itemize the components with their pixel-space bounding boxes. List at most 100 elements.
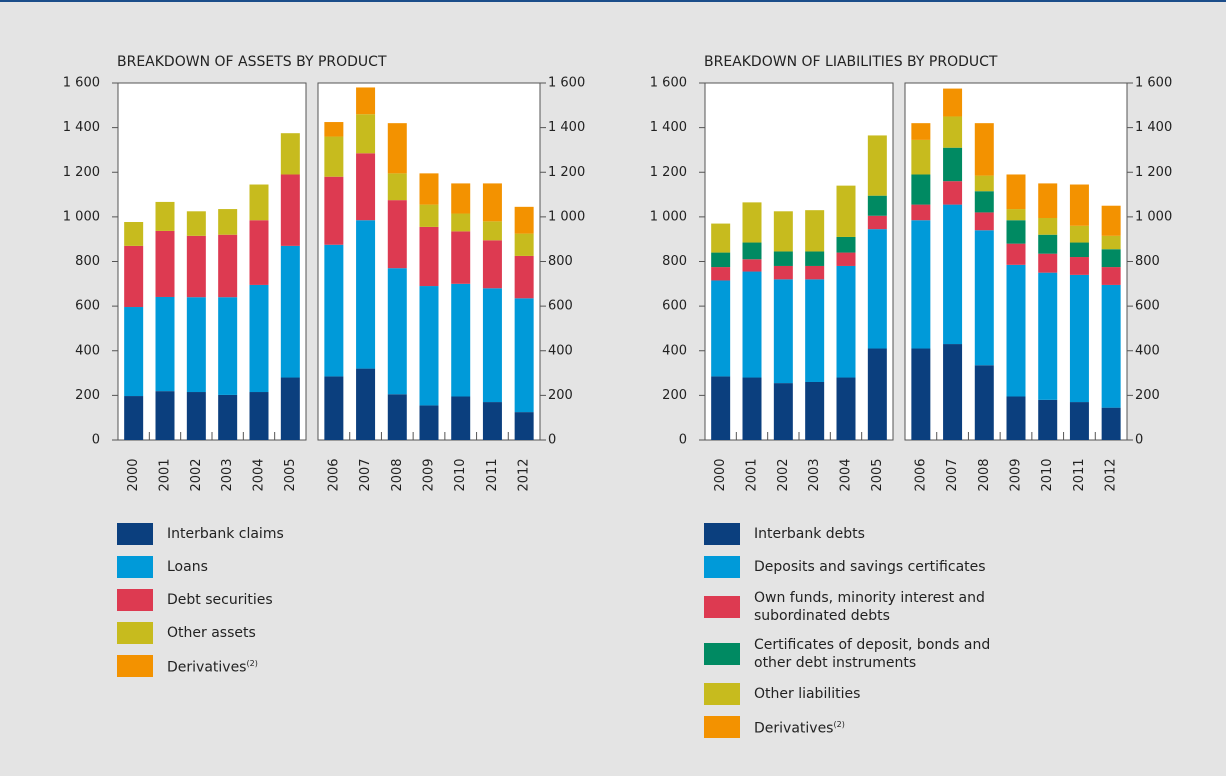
x-tick-label: 2012 <box>517 458 532 491</box>
x-tick-label: 2000 <box>713 458 728 491</box>
bar-segment <box>387 123 407 174</box>
bar-segment <box>1006 264 1026 397</box>
bar-segment <box>514 233 534 256</box>
legend-label: Other liabilities <box>754 685 994 703</box>
legend-item: Other liabilities <box>704 683 1004 705</box>
bar-segment <box>482 221 502 241</box>
y2-tick-label: 1 000 <box>548 209 585 224</box>
y-tick-label: 400 <box>662 343 687 358</box>
bar-segment <box>974 123 994 176</box>
bar-segment <box>773 383 793 440</box>
x-tick-label: 2011 <box>485 458 500 491</box>
bar-segment <box>186 392 206 440</box>
bar-segment <box>218 297 238 395</box>
legend-label: Other assets <box>167 624 407 642</box>
y2-tick-label: 1 400 <box>548 120 585 135</box>
legend-text: Interbank claims <box>167 526 284 542</box>
bar-segment <box>773 279 793 384</box>
bar-segment <box>419 226 439 287</box>
legend-text: Other liabilities <box>754 686 861 702</box>
bar-segment <box>514 298 534 413</box>
legend-swatch <box>117 556 153 578</box>
y-tick-label: 1 200 <box>63 165 100 180</box>
x-tick-label: 2010 <box>453 458 468 491</box>
bar-segment <box>1101 407 1121 440</box>
legend-text: Derivatives <box>754 720 834 737</box>
y-tick-label: 1 000 <box>63 209 100 224</box>
y-tick-label: 1 600 <box>650 76 687 91</box>
bar-segment <box>1006 209 1026 221</box>
y2-tick-label: 600 <box>548 299 573 314</box>
y2-tick-label: 200 <box>1135 388 1160 403</box>
bar-segment <box>1069 184 1089 226</box>
y2-tick-label: 1 200 <box>548 165 585 180</box>
bar-segment <box>1038 183 1058 218</box>
legend-item: Derivatives(2) <box>117 655 417 677</box>
y2-tick-label: 1 600 <box>1135 76 1172 91</box>
bar-segment <box>805 210 825 252</box>
legend-text: Other assets <box>167 625 256 641</box>
legend-label: Loans <box>167 558 407 576</box>
y2-tick-label: 800 <box>548 254 573 269</box>
legend-label: Deposits and savings certificates <box>754 558 994 576</box>
bar-segment <box>155 391 175 440</box>
bar-segment <box>773 265 793 280</box>
y2-tick-label: 200 <box>548 388 573 403</box>
x-tick-label: 2009 <box>1009 458 1024 491</box>
y2-tick-label: 1 600 <box>548 76 585 91</box>
bar-segment <box>742 242 762 260</box>
bar-segment <box>1101 249 1121 268</box>
legend-footnote: (2) <box>833 720 845 730</box>
bar-segment <box>836 265 856 378</box>
bar-segment <box>974 212 994 231</box>
bar-segment <box>1101 284 1121 408</box>
bar-segment <box>974 230 994 366</box>
bar-segment <box>711 267 731 281</box>
bar-segment <box>742 271 762 378</box>
bar-segment <box>280 174 300 246</box>
bar-segment <box>451 231 471 284</box>
bar-segment <box>324 122 344 137</box>
legend: Interbank claims Loans Debt securities Othe… <box>117 523 417 677</box>
x-tick-label: 2002 <box>189 458 204 491</box>
legend-text: Loans <box>167 559 208 575</box>
bar-segment <box>1101 267 1121 285</box>
y2-tick-label: 0 <box>548 433 556 448</box>
legend-label: Interbank debts <box>754 525 994 543</box>
bar-segment <box>124 222 144 246</box>
bar-segment <box>974 175 994 192</box>
bar-segment <box>836 377 856 440</box>
bar-segment <box>911 123 931 140</box>
y-tick-label: 600 <box>75 299 100 314</box>
legend-label: Own funds, minority interest and subordi… <box>754 589 994 625</box>
bar-segment <box>943 88 963 117</box>
bar-segment <box>1006 243 1026 265</box>
y-tick-label: 200 <box>662 388 687 403</box>
y-tick-label: 0 <box>92 433 100 448</box>
panel <box>117 82 307 441</box>
x-tick-label: 2008 <box>977 458 992 491</box>
bar-segment <box>356 87 376 115</box>
x-tick-label: 2006 <box>913 458 928 491</box>
legend-swatch <box>704 523 740 545</box>
bar-segment <box>324 136 344 177</box>
bar-segment <box>974 191 994 213</box>
bar-segment <box>867 195 887 216</box>
bar-segment <box>419 286 439 406</box>
x-tick-label: 2010 <box>1040 458 1055 491</box>
bar-segment <box>911 220 931 349</box>
legend-swatch <box>704 683 740 705</box>
y-tick-label: 1 000 <box>650 209 687 224</box>
bar-segment <box>451 213 471 232</box>
bar-segment <box>249 220 269 285</box>
bar-segment <box>773 251 793 266</box>
bar-segment <box>514 255 534 299</box>
bar-segment <box>186 211 206 236</box>
bar-segment <box>1038 217 1058 235</box>
bar-segment <box>867 215 887 230</box>
bar-segment <box>1038 399 1058 440</box>
y-tick-label: 400 <box>75 343 100 358</box>
bar-segment <box>1069 225 1089 243</box>
